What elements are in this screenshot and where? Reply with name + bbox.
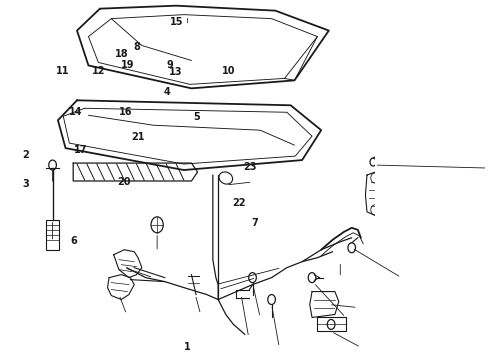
Text: 1: 1 <box>184 342 191 352</box>
Text: 2: 2 <box>23 150 29 160</box>
Text: 18: 18 <box>116 49 129 59</box>
Text: 3: 3 <box>23 179 29 189</box>
Text: 5: 5 <box>194 112 200 122</box>
Text: 21: 21 <box>131 132 145 142</box>
Text: 7: 7 <box>251 218 258 228</box>
Text: 13: 13 <box>169 67 182 77</box>
Text: 23: 23 <box>244 162 257 172</box>
Text: 10: 10 <box>222 66 236 76</box>
Text: 19: 19 <box>121 59 135 69</box>
Text: 15: 15 <box>171 17 184 27</box>
Text: 12: 12 <box>92 66 105 76</box>
Text: 16: 16 <box>119 107 133 117</box>
Text: 14: 14 <box>69 107 82 117</box>
Text: 20: 20 <box>117 177 131 187</box>
Text: 9: 9 <box>166 59 173 69</box>
Text: 6: 6 <box>70 236 77 246</box>
Text: 17: 17 <box>74 144 88 154</box>
Text: 11: 11 <box>56 66 69 76</box>
Text: 4: 4 <box>164 87 171 97</box>
Text: 8: 8 <box>134 42 141 51</box>
Text: 22: 22 <box>232 198 246 208</box>
